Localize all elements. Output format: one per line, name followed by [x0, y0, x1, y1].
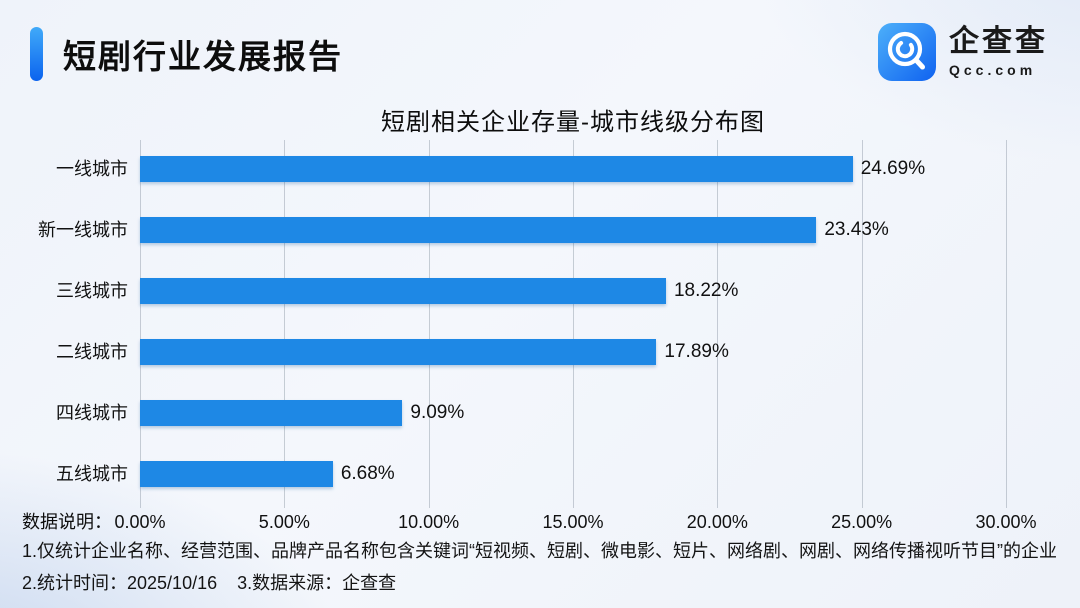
category-label: 一线城市 [56, 159, 128, 179]
category-label: 五线城市 [56, 464, 128, 484]
bar-row: 一线城市 24.69% [56, 156, 1006, 182]
category-label: 三线城市 [56, 281, 128, 301]
gridline [428, 140, 430, 508]
logo-name: 企查查 [949, 25, 1048, 58]
x-tick: 30.00% [975, 512, 1037, 532]
bar-value-label: 23.43% [824, 219, 889, 240]
bar-row: 五线城市 6.68% [56, 461, 1006, 487]
data-notes-label: 数据说明： [22, 512, 112, 532]
x-tick: 20.00% [686, 512, 748, 532]
bar [140, 400, 403, 426]
gridline [717, 140, 719, 508]
gridline [140, 140, 141, 508]
header: 短剧行业发展报告 [30, 24, 343, 84]
x-tick: 10.00% [398, 512, 460, 532]
bar-row: 三线城市 18.22% [56, 278, 1006, 304]
bar [140, 217, 817, 243]
category-label: 新一线城市 [38, 220, 128, 240]
bar-value-label: 17.89% [664, 341, 729, 362]
footnote-2: 2.统计时间：2025/10/16 3.数据来源：企查查 [22, 573, 397, 593]
logo-text: 企查查 Qcc.com [949, 25, 1048, 79]
title-accent-bar [30, 27, 43, 81]
logo-domain: Qcc.com [949, 62, 1037, 78]
gridline [573, 140, 574, 508]
x-tick: 0.00% [114, 512, 166, 532]
footnote-1: 1.仅统计企业名称、经营范围、品牌产品名称包含关键词“短视频、短剧、微电影、短片… [22, 541, 1057, 561]
x-axis: 0.00% 5.00% 10.00% 15.00% 20.00% 25.00% … [114, 509, 1036, 535]
gridline [284, 140, 286, 508]
qcc-logo: 企查查 Qcc.com [877, 22, 1048, 82]
bar [140, 278, 666, 304]
x-tick: 25.00% [831, 512, 893, 532]
report-title: 短剧行业发展报告 [63, 38, 343, 75]
gridline [1006, 140, 1007, 508]
x-tick: 5.00% [258, 512, 310, 532]
bar-row: 新一线城市 23.43% [38, 217, 1006, 243]
category-label: 四线城市 [56, 403, 128, 423]
bar-row: 四线城市 9.09% [56, 400, 1006, 426]
bar [140, 461, 333, 487]
magnifier-c-icon [878, 23, 936, 81]
bar-value-label: 18.22% [673, 280, 739, 301]
bar [140, 339, 657, 365]
bar-value-label: 6.68% [340, 463, 395, 484]
bar [140, 156, 853, 182]
x-tick: 15.00% [542, 512, 604, 532]
bar-value-label: 9.09% [410, 402, 465, 423]
bar-row: 二线城市 17.89% [56, 339, 1006, 365]
bar-value-label: 24.69% [860, 158, 926, 179]
bar-chart-plot: 一线城市 24.69% 新一线城市 23.43% 三线城市 18.22% 二线城… [38, 140, 1007, 508]
chart-title: 短剧相关企业存量-城市线级分布图 [381, 109, 765, 136]
gridline [861, 140, 863, 508]
category-label: 二线城市 [56, 342, 128, 362]
